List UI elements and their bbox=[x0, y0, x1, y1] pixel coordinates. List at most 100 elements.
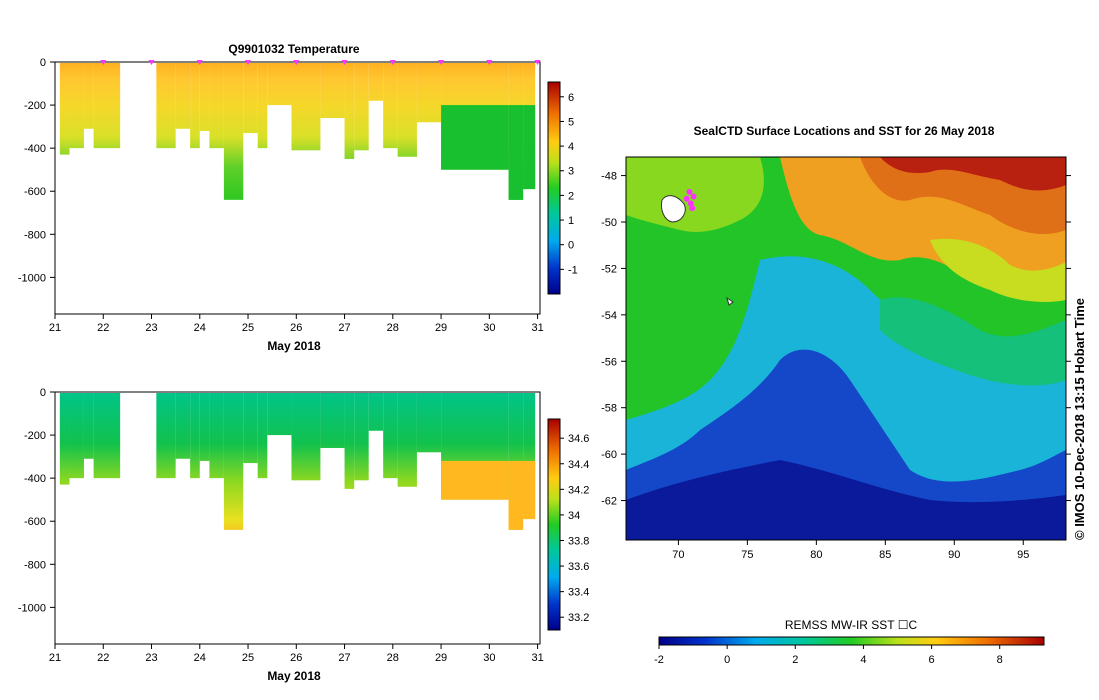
x-tick-label: 28 bbox=[387, 322, 399, 334]
y-tick-label: -1000 bbox=[18, 602, 46, 614]
x-tick-label: 29 bbox=[435, 652, 447, 664]
colorbar-tick-label: 0 bbox=[568, 240, 574, 252]
surfacing-marker bbox=[438, 60, 445, 65]
temperature-xlabel: May 2018 bbox=[267, 339, 321, 353]
x-tick-label: 30 bbox=[483, 322, 495, 334]
y-tick-label: -1000 bbox=[18, 272, 46, 284]
profile-column bbox=[267, 63, 292, 106]
profile-column bbox=[291, 63, 321, 151]
y-tick-label: -600 bbox=[24, 516, 46, 528]
map-y-tick-label: -52 bbox=[601, 263, 617, 275]
profile-column bbox=[344, 393, 355, 489]
x-tick-label: 26 bbox=[290, 322, 302, 334]
map-x-tick-label: 80 bbox=[810, 549, 822, 561]
profile-column bbox=[291, 393, 321, 481]
colorbar-tick-label: 3 bbox=[568, 166, 574, 178]
profile-column bbox=[368, 63, 384, 101]
salinity-colorbar bbox=[547, 418, 561, 631]
profile-column bbox=[93, 63, 121, 149]
salinity-xlabel: May 2018 bbox=[267, 669, 321, 683]
colorbar-tick-label: 6 bbox=[568, 92, 574, 104]
map-x-tick-label: 85 bbox=[879, 549, 891, 561]
y-tick-label: -800 bbox=[24, 559, 46, 571]
y-tick-label: -600 bbox=[24, 186, 46, 198]
salinity-colorbar-ticks: 34.6 34.4 34.2 34 33.8 33.6 33.4 33.2 bbox=[560, 433, 589, 624]
profile-column bbox=[59, 393, 70, 485]
map-axes: 70 75 80 85 90 95 -48 -50 -52 -54 -56 -58 -60 -62 bbox=[601, 171, 1071, 561]
seal-location-marker bbox=[690, 193, 697, 200]
temperature-colorbar-ticks: 6 5 4 3 2 1 0 -1 bbox=[560, 92, 578, 276]
temperature-panel: Q9901032 Temperature 21 22 23 24 25 26 27 28 29 3… bbox=[18, 42, 578, 353]
profile-column bbox=[175, 63, 191, 129]
profile-column bbox=[199, 393, 210, 461]
profile-column bbox=[83, 393, 94, 459]
x-tick-label: 25 bbox=[242, 652, 254, 664]
salinity-section-data bbox=[59, 393, 536, 530]
sst-band bbox=[880, 297, 1066, 386]
profile-column bbox=[93, 393, 121, 479]
profile-column bbox=[83, 63, 94, 129]
x-tick-label: 21 bbox=[49, 652, 61, 664]
profile-column bbox=[190, 63, 200, 149]
y-tick-label: -200 bbox=[24, 100, 46, 112]
x-tick-label: 23 bbox=[145, 322, 157, 334]
island-heard bbox=[726, 296, 734, 306]
map-y-tick-label: -60 bbox=[601, 449, 617, 461]
map-colorbar-tick-label: 4 bbox=[860, 654, 866, 666]
x-tick-label: 26 bbox=[290, 652, 302, 664]
surfacing-marker bbox=[341, 60, 348, 65]
profile-column bbox=[397, 63, 417, 157]
surfacing-marker bbox=[245, 60, 252, 65]
colorbar-tick-label: -1 bbox=[568, 264, 578, 276]
profile-column bbox=[354, 393, 369, 481]
map-colorbar-ticks: -2 0 2 4 6 8 bbox=[654, 645, 1003, 666]
profile-deep-column bbox=[523, 460, 536, 520]
map-title: SealCTD Surface Locations and SST for 26… bbox=[694, 124, 995, 138]
profile-column bbox=[397, 393, 417, 487]
seal-location-marker bbox=[686, 188, 693, 195]
x-tick-label: 25 bbox=[242, 322, 254, 334]
colorbar-tick-label: 34 bbox=[568, 510, 580, 522]
profile-column bbox=[156, 63, 176, 149]
y-tick-label: -400 bbox=[24, 473, 46, 485]
y-tick-label: 0 bbox=[40, 57, 46, 69]
profile-column bbox=[416, 63, 442, 123]
profile-column bbox=[243, 393, 258, 464]
colorbar-tick-label: 5 bbox=[568, 116, 574, 128]
profile-column bbox=[257, 393, 268, 479]
temperature-colorbar bbox=[547, 81, 561, 295]
map-colorbar-tick-label: 0 bbox=[724, 654, 730, 666]
surfacing-marker bbox=[148, 60, 155, 65]
profile-column bbox=[344, 63, 355, 159]
seal-location-marker bbox=[689, 205, 696, 212]
map-y-tick-label: -50 bbox=[601, 217, 617, 229]
map-x-tick-label: 75 bbox=[741, 549, 753, 561]
y-tick-label: -800 bbox=[24, 229, 46, 241]
temperature-axes: 21 22 23 24 25 26 27 28 29 30 31 0 -200 -400 -600 -800 -… bbox=[18, 57, 544, 334]
surfacing-marker bbox=[486, 60, 493, 65]
profile-deep-column bbox=[508, 105, 524, 200]
seal-locations bbox=[661, 188, 734, 306]
x-tick-label: 29 bbox=[435, 322, 447, 334]
x-tick-label: 27 bbox=[338, 652, 350, 664]
colorbar-tick-label: 34.2 bbox=[568, 484, 589, 496]
profile-column bbox=[59, 63, 70, 155]
map-y-tick-label: -56 bbox=[601, 356, 617, 368]
profile-column bbox=[267, 393, 292, 436]
map-x-tick-label: 90 bbox=[948, 549, 960, 561]
x-tick-label: 21 bbox=[49, 322, 61, 334]
x-tick-label: 31 bbox=[531, 652, 543, 664]
profile-column bbox=[199, 63, 210, 131]
x-tick-label: 31 bbox=[531, 322, 543, 334]
profile-column bbox=[223, 393, 244, 530]
profile-deep-column bbox=[523, 105, 536, 190]
sst-band bbox=[626, 460, 1066, 540]
y-tick-label: -200 bbox=[24, 430, 46, 442]
map-colorbar-tick-label: 6 bbox=[929, 654, 935, 666]
island-kerguelen bbox=[661, 195, 686, 223]
colorbar-tick-label: 2 bbox=[568, 190, 574, 202]
colorbar-tick-label: 33.4 bbox=[568, 587, 589, 599]
surfacing-marker bbox=[100, 60, 107, 65]
x-tick-label: 27 bbox=[338, 322, 350, 334]
